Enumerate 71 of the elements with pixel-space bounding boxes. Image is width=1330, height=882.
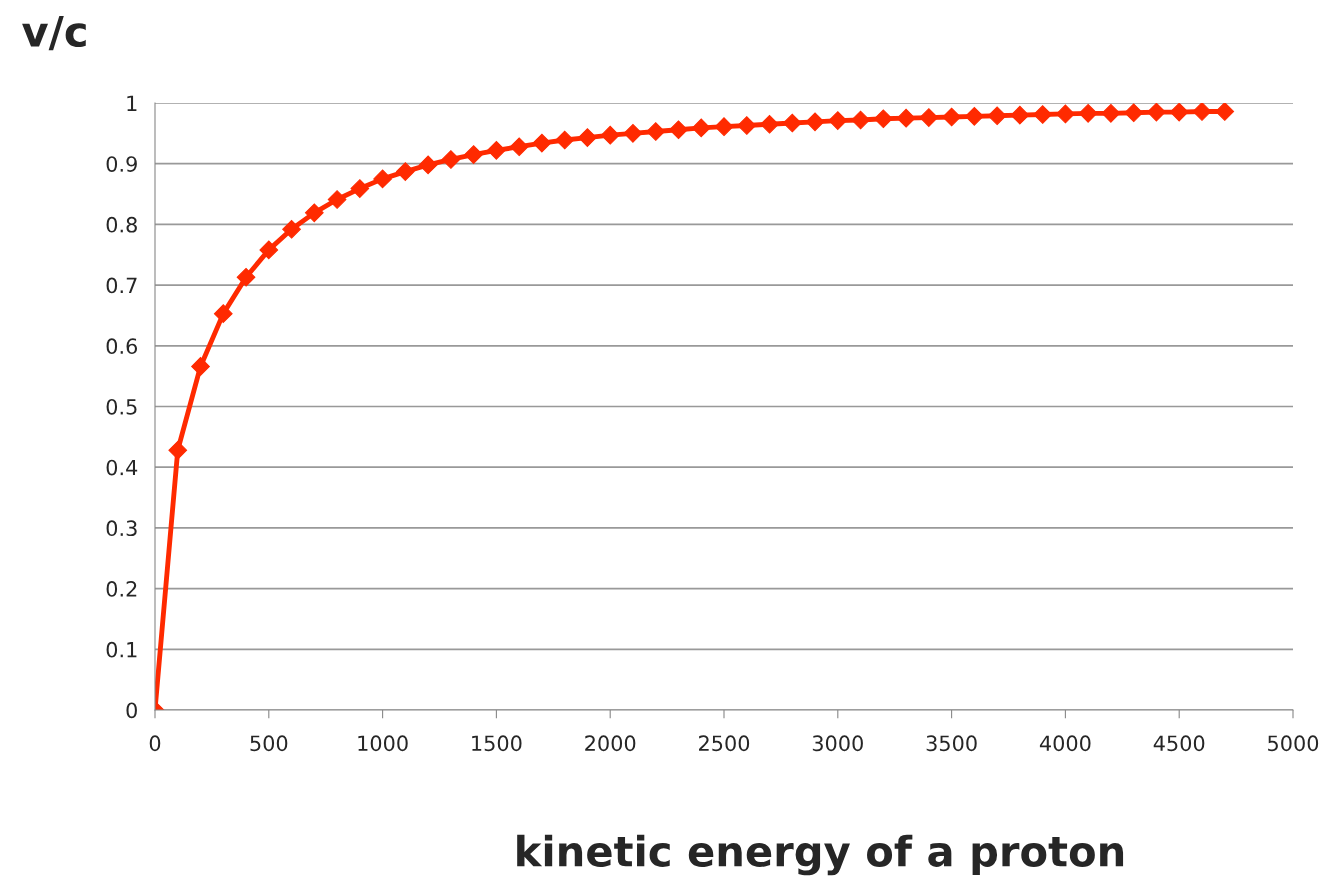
- point: [327, 190, 347, 209]
- point: [441, 150, 461, 169]
- point: [213, 304, 233, 323]
- point: [1215, 103, 1235, 121]
- point: [464, 145, 483, 164]
- point: [532, 133, 552, 153]
- point: [1078, 103, 1098, 123]
- point: [487, 140, 506, 160]
- point: [1124, 103, 1144, 123]
- y-tick-label: 0.1: [106, 641, 137, 658]
- point: [1010, 105, 1030, 125]
- point: [782, 113, 802, 133]
- point: [1033, 105, 1052, 124]
- point: [1101, 103, 1121, 123]
- point: [282, 219, 301, 239]
- y-tick-label: 0.3: [106, 520, 137, 537]
- x-tick-label: 3000: [812, 735, 863, 752]
- point: [350, 179, 370, 198]
- y-axis-title: v/c: [22, 16, 86, 51]
- point: [714, 117, 734, 137]
- x-tick-label: 3500: [926, 735, 977, 752]
- point: [987, 106, 1007, 126]
- y-tick-label: 0.7: [106, 277, 137, 294]
- point: [236, 267, 256, 287]
- y-tick-label: 0: [126, 702, 137, 719]
- y-tick-label: 0.8: [106, 216, 137, 233]
- point: [691, 118, 711, 138]
- x-tick-label: 500: [250, 735, 288, 752]
- y-tick-label: 0.4: [106, 459, 138, 476]
- y-tick-label: 0.5: [106, 398, 137, 415]
- x-tick-label: 2000: [585, 735, 636, 752]
- point: [600, 125, 620, 145]
- point: [646, 122, 666, 141]
- x-tick-label: 1500: [472, 735, 522, 752]
- point: [760, 114, 779, 134]
- x-tick-label: 4500: [1153, 735, 1205, 752]
- x-tick-label: 0: [149, 735, 161, 752]
- point: [509, 137, 529, 157]
- y-tick-label: 1: [127, 95, 137, 111]
- point: [623, 123, 643, 143]
- point: [168, 440, 188, 460]
- y-tick-label: 0.6: [106, 338, 138, 355]
- y-tick-label: 0.9: [106, 156, 137, 172]
- point: [191, 357, 210, 376]
- point: [578, 128, 597, 147]
- point: [418, 155, 438, 175]
- point: [259, 240, 279, 260]
- point: [851, 110, 870, 130]
- point: [1169, 103, 1189, 122]
- x-tick-label: 2500: [699, 735, 750, 752]
- point: [373, 169, 392, 189]
- x-tick-label: 5000: [1268, 735, 1319, 752]
- point: [1192, 103, 1212, 121]
- point: [828, 111, 848, 130]
- point: [805, 112, 825, 132]
- point: [1056, 104, 1075, 124]
- point: [965, 107, 984, 126]
- x-axis-title: kinetic energy of a proton: [517, 834, 1124, 876]
- x-tick-label: 1000: [358, 735, 408, 752]
- point: [896, 108, 916, 128]
- y-tick-label: 0.2: [106, 581, 137, 597]
- x-tick-label: 4000: [1039, 735, 1091, 752]
- point: [737, 116, 757, 135]
- point: [942, 107, 961, 127]
- point: [304, 203, 324, 223]
- point: [555, 130, 575, 150]
- point: [873, 109, 893, 129]
- point: [669, 120, 688, 140]
- point: [919, 108, 939, 127]
- point: [396, 162, 415, 181]
- point: [1147, 103, 1166, 122]
